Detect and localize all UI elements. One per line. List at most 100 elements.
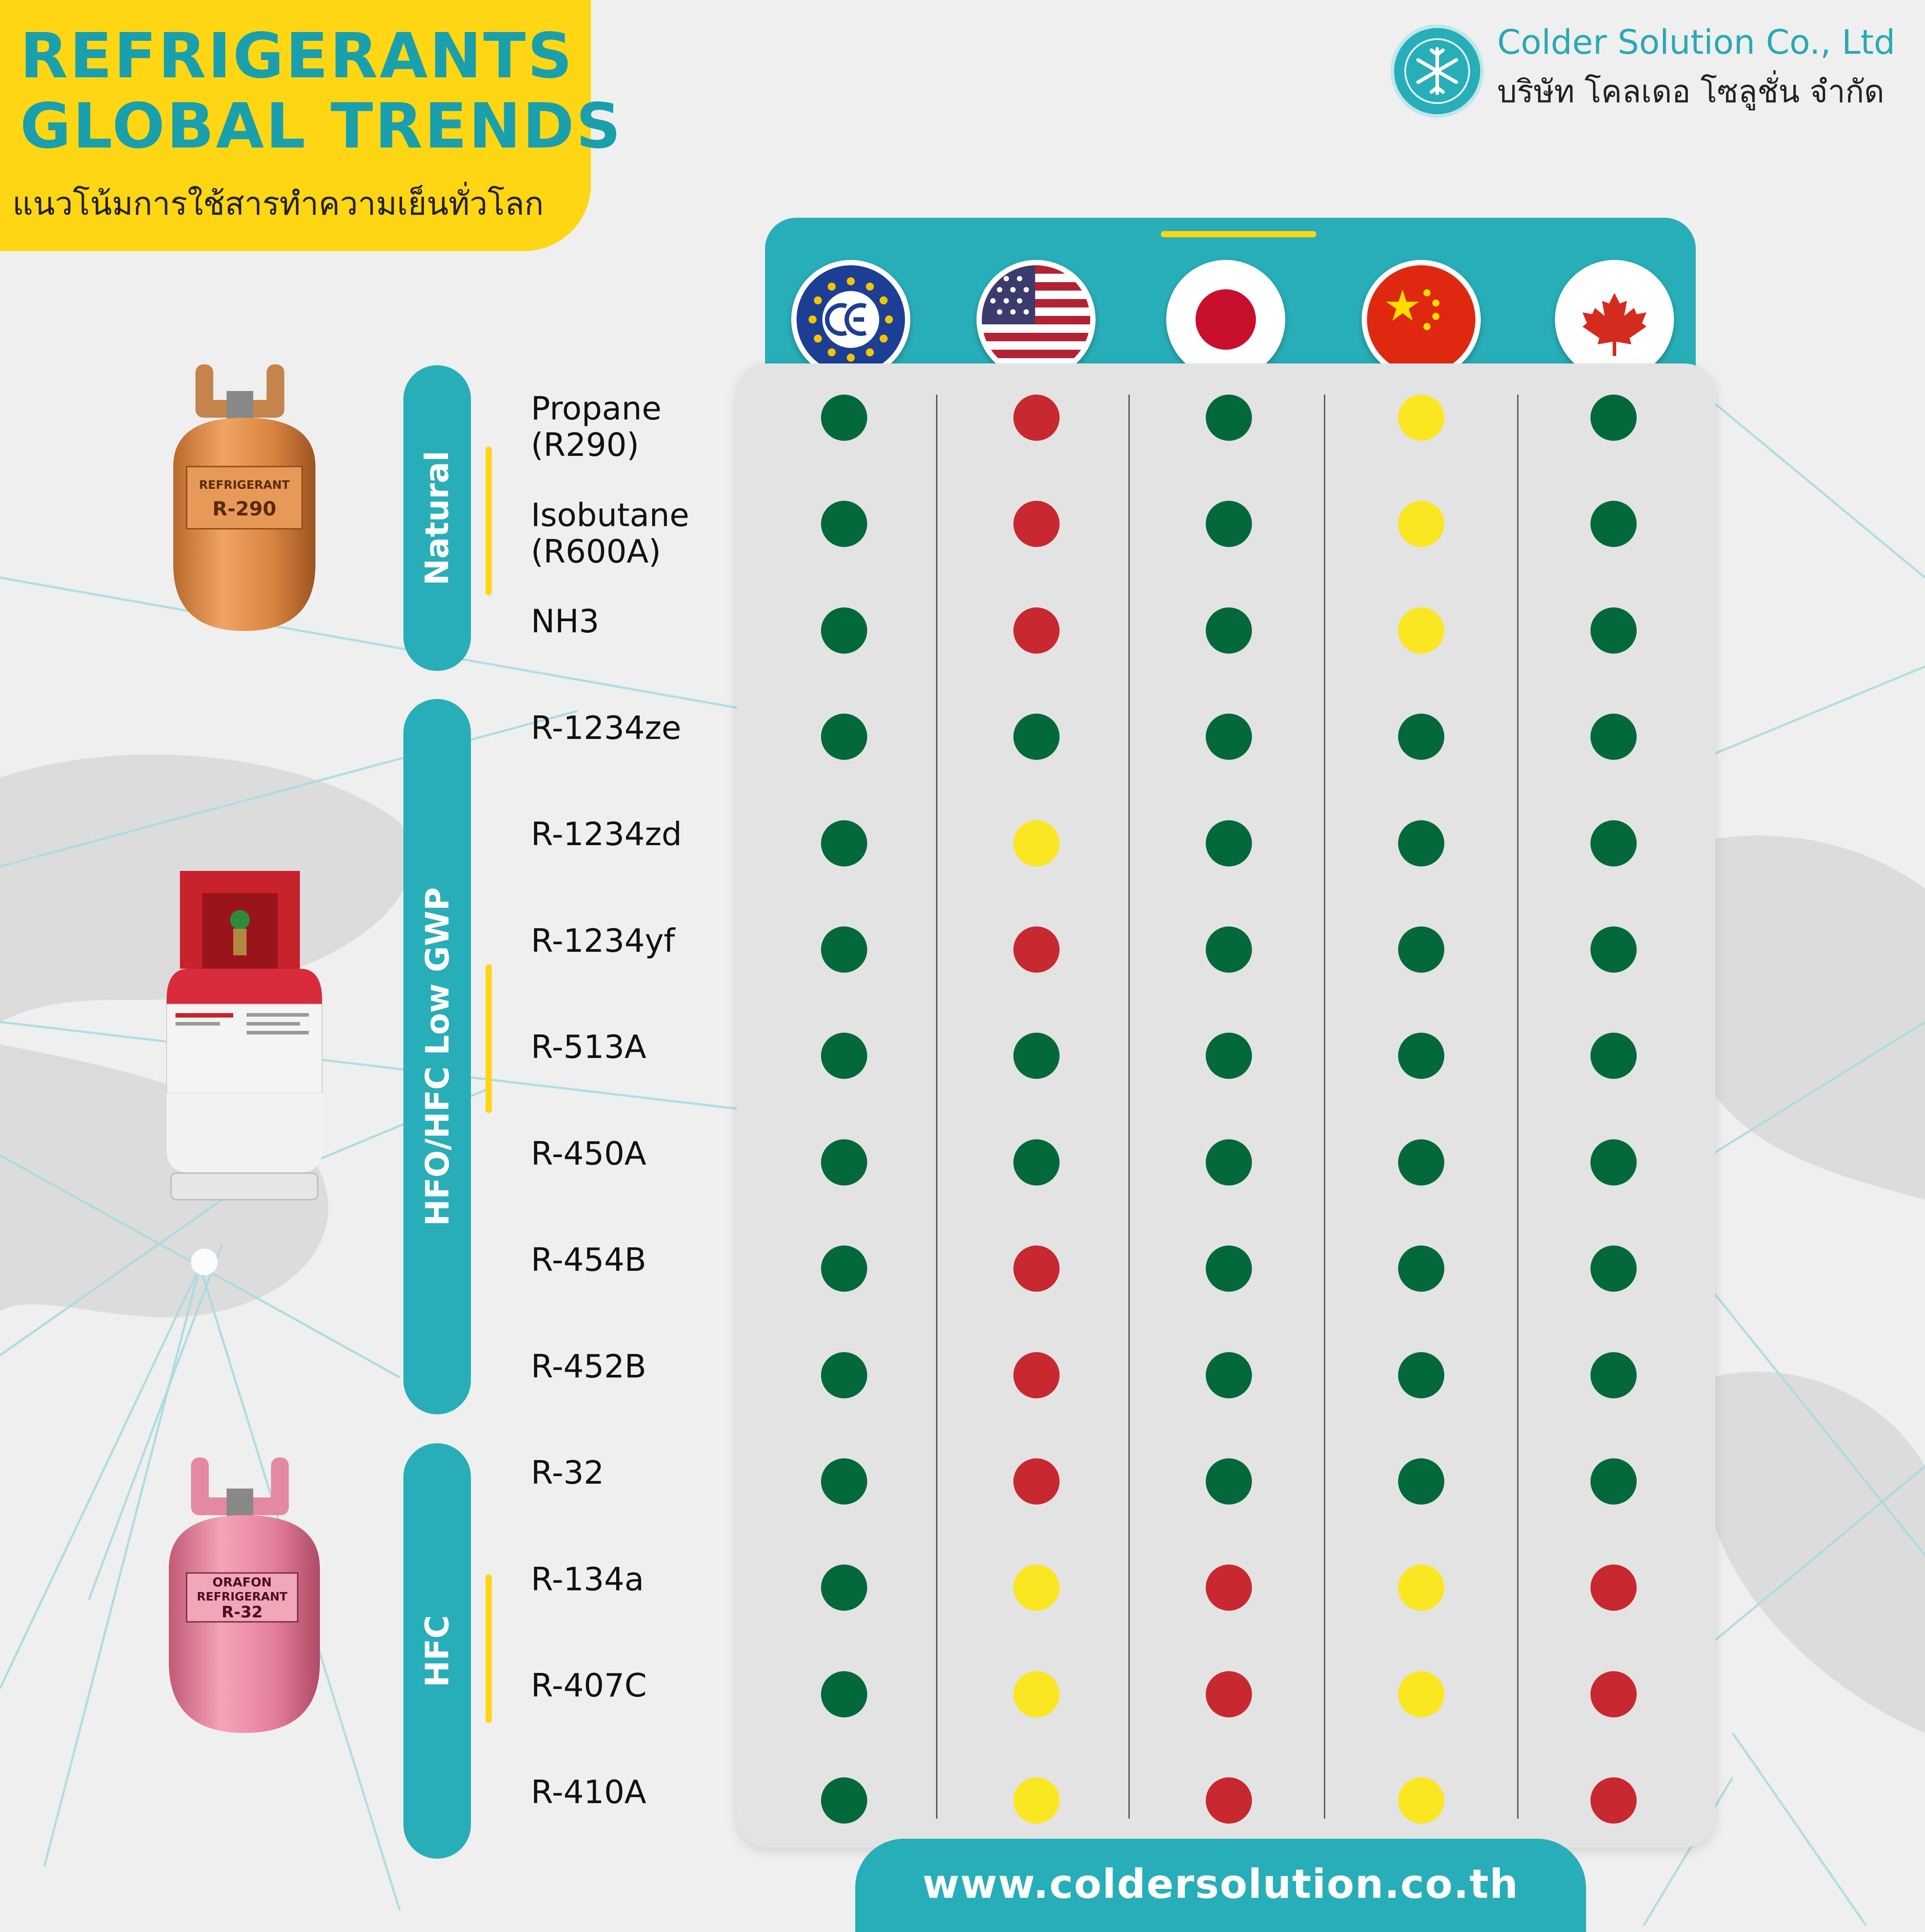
header-accent-line — [1161, 231, 1316, 237]
refrigerant-label: R-32 — [531, 1454, 604, 1491]
status-dot-red — [1206, 1777, 1252, 1824]
status-dot-green — [1206, 1033, 1252, 1079]
status-dot-red — [1590, 1777, 1637, 1824]
column-divider — [1324, 395, 1325, 1819]
status-dot-green — [1590, 926, 1637, 973]
status-dot-green — [1398, 714, 1444, 760]
company-name-english: Colder Solution Co., Ltd — [1497, 22, 1895, 62]
status-dot-red — [1590, 1671, 1637, 1717]
status-table-panel — [737, 363, 1715, 1848]
status-dot-green — [821, 395, 867, 441]
orange-refrigerant-cylinder-icon: REFRIGERANT R-290 — [173, 364, 315, 631]
status-dot-green — [821, 1352, 867, 1398]
status-dot-red — [1013, 1352, 1060, 1398]
status-dot-green — [1398, 1139, 1444, 1186]
status-dot-red — [1013, 1458, 1060, 1505]
status-dot-green — [1206, 501, 1252, 547]
refrigerant-label: R-1234yf — [531, 922, 675, 959]
status-dot-green — [1590, 501, 1637, 547]
status-dot-green — [1398, 1245, 1444, 1292]
status-dot-yellow — [1398, 607, 1444, 654]
footer-bar — [855, 1839, 1586, 1932]
refrigerant-label: NH3 — [531, 603, 599, 640]
status-dot-red — [1206, 1565, 1252, 1611]
category-hfc: HFC — [403, 1443, 471, 1859]
refrigerant-label: R-454B — [531, 1241, 646, 1278]
status-dot-green — [821, 1033, 867, 1079]
category-label: HFO/HFC Low GWP — [418, 887, 456, 1226]
status-dot-red — [1206, 1671, 1252, 1717]
status-dot-red — [1013, 926, 1060, 973]
status-dot-yellow — [1398, 1565, 1444, 1611]
page-title-line2: GLOBAL TRENDS — [20, 90, 623, 163]
website-link[interactable]: www.coldersolution.co.th — [922, 1861, 1519, 1908]
status-dot-yellow — [1013, 1671, 1060, 1717]
status-dot-green — [821, 1139, 867, 1186]
status-dot-red — [1013, 395, 1060, 441]
status-dot-green — [1206, 926, 1252, 973]
status-dot-green — [1206, 1139, 1252, 1186]
pink-refrigerant-cylinder-icon: ORAFON REFRIGERANT R-32 — [169, 1457, 320, 1733]
status-dot-green — [1590, 714, 1637, 760]
category-accent-mark — [486, 964, 492, 1113]
refrigerant-label: R-410A — [531, 1773, 646, 1811]
cylinder-label: R-290 — [212, 498, 276, 520]
status-dot-green — [821, 1245, 867, 1292]
status-dot-green — [821, 1777, 867, 1824]
status-dot-red — [1013, 501, 1060, 547]
status-dot-green — [821, 607, 867, 654]
status-dot-green — [1013, 1139, 1060, 1186]
status-dot-red — [1590, 1565, 1637, 1611]
category-hfo-hfc-low-gwp: HFO/HFC Low GWP — [403, 699, 471, 1414]
status-dot-yellow — [1398, 1777, 1444, 1824]
status-dot-green — [1398, 926, 1444, 973]
category-accent-mark — [486, 1574, 492, 1723]
status-dot-green — [1590, 1245, 1637, 1292]
status-dot-yellow — [1013, 1565, 1060, 1611]
status-dot-green — [1013, 1033, 1060, 1079]
status-dot-green — [1590, 1033, 1637, 1079]
status-dot-green — [821, 501, 867, 547]
snowflake-icon — [1391, 24, 1484, 118]
status-dot-yellow — [1398, 1671, 1444, 1717]
status-dot-green — [1206, 820, 1252, 866]
status-dot-green — [1206, 395, 1252, 441]
company-name-thai: บริษัท โคลเดอ โซลูชั่น จำกัด — [1497, 73, 1885, 110]
column-divider — [1128, 395, 1130, 1819]
status-dot-green — [1013, 714, 1060, 760]
status-dot-green — [1590, 395, 1637, 441]
page-title-line1: REFRIGERANTS — [20, 20, 574, 92]
status-dot-green — [1206, 1245, 1252, 1292]
refrigerant-label: R-1234ze — [531, 709, 682, 746]
category-accent-mark — [486, 447, 492, 595]
refrigerant-label: Isobutane (R600A) — [531, 496, 689, 570]
status-dot-yellow — [1398, 501, 1444, 547]
category-label: HFC — [418, 1615, 456, 1687]
status-dot-green — [1206, 1458, 1252, 1505]
status-dot-green — [1206, 714, 1252, 760]
china-flag-icon — [1362, 260, 1481, 379]
refrigerant-label: R-1234zd — [531, 815, 682, 853]
status-dot-green — [1398, 820, 1444, 866]
status-dot-green — [821, 714, 867, 760]
category-label: Natural — [418, 451, 456, 586]
refrigerant-label: Propane (R290) — [531, 390, 662, 463]
cylinder-brand-text: ORAFON — [212, 1575, 271, 1589]
cylinder-label: R-32 — [222, 1603, 263, 1621]
ce-flag-icon — [791, 260, 910, 379]
status-dot-green — [1590, 1352, 1637, 1398]
usa-flag-icon — [976, 260, 1096, 379]
category-natural: Natural — [403, 365, 471, 671]
status-dot-green — [1398, 1033, 1444, 1079]
status-dot-green — [1398, 1352, 1444, 1398]
status-dot-green — [1398, 1458, 1444, 1505]
status-dot-green — [1590, 820, 1637, 866]
status-dot-green — [821, 1671, 867, 1717]
status-dot-green — [1206, 1352, 1252, 1398]
refrigerant-label: R-452B — [531, 1348, 646, 1385]
refrigerant-label: R-450A — [531, 1135, 646, 1172]
cylinder-brand-text: REFRIGERANT — [199, 479, 290, 492]
refrigerant-label: R-407C — [531, 1667, 647, 1704]
column-divider — [1517, 395, 1518, 1819]
